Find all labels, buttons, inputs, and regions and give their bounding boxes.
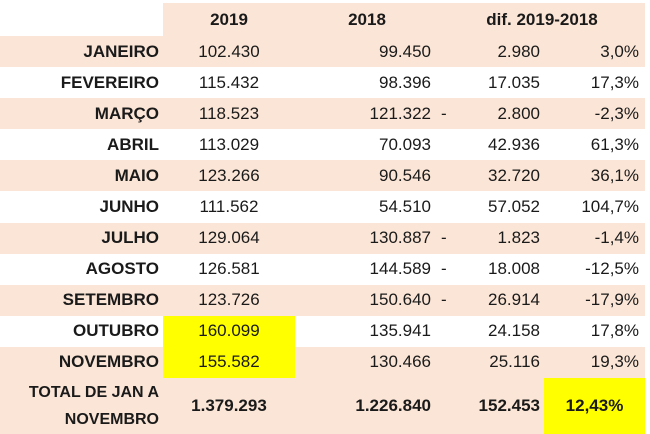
diff-sign-cell bbox=[439, 346, 459, 379]
header-diff: dif. 2019-2018 bbox=[439, 3, 645, 36]
value-2019-cell: 113.029 bbox=[198, 134, 260, 154]
header-blank-cell bbox=[0, 3, 163, 36]
pct-cell: 36,1% bbox=[544, 160, 645, 192]
diff-cell: 18.008 bbox=[488, 259, 540, 279]
monthly-comparison-table: 2019 2018 dif. 2019-2018 JANEIRO 102.430… bbox=[0, 3, 645, 434]
diff-sign-cell: - bbox=[439, 98, 459, 130]
value-2018-cell: 70.093 bbox=[379, 134, 431, 154]
month-cell: OUTUBRO bbox=[73, 321, 159, 341]
diff-cell: 42.936 bbox=[488, 134, 540, 154]
table-row: MAIO 123.266 90.546 32.720 36,1% bbox=[0, 160, 645, 192]
total-row: TOTAL DE JAN A NOVEMBRO 1.379.293 1.226.… bbox=[0, 378, 645, 434]
value-2018-cell: 150.640 bbox=[295, 284, 439, 316]
value-2019-cell: 129.064 bbox=[163, 222, 295, 254]
month-cell: AGOSTO bbox=[85, 259, 159, 279]
pct-cell: 17,8% bbox=[590, 321, 639, 341]
pct-cell: -1,4% bbox=[544, 222, 645, 254]
total-pct-cell-highlighted: 12,43% bbox=[544, 378, 645, 434]
total-2019-cell: 1.379.293 bbox=[163, 378, 295, 434]
value-2018-cell: 135.941 bbox=[369, 321, 431, 341]
diff-sign-cell: - bbox=[441, 259, 447, 279]
value-2018-cell: 98.396 bbox=[379, 72, 431, 92]
total-label-cell: TOTAL DE JAN A NOVEMBRO bbox=[0, 378, 163, 434]
header-row: 2019 2018 dif. 2019-2018 bbox=[0, 3, 645, 36]
diff-cell: 2.980 bbox=[459, 36, 544, 68]
month-cell: MARÇO bbox=[0, 98, 163, 130]
diff-sign-cell bbox=[439, 160, 459, 192]
diff-sign-cell bbox=[439, 36, 459, 68]
diff-sign-cell bbox=[439, 191, 459, 222]
month-cell: ABRIL bbox=[107, 134, 159, 154]
month-cell: FEVEREIRO bbox=[60, 72, 159, 92]
total-sign-cell bbox=[439, 378, 459, 434]
diff-sign-cell: - bbox=[439, 284, 459, 316]
table-row: SETEMBRO 123.726 150.640 - 26.914 -17,9% bbox=[0, 284, 645, 316]
value-2018-cell: 144.589 bbox=[369, 259, 431, 279]
table-row: AGOSTO 126.581 144.589 - 18.008 -12,5% bbox=[0, 254, 645, 285]
table-row: JUNHO 111.562 54.510 57.052 104,7% bbox=[0, 191, 645, 222]
diff-cell: 24.158 bbox=[488, 321, 540, 341]
month-cell: NOVEMBRO bbox=[0, 346, 163, 379]
table-row: OUTUBRO 160.099 135.941 24.158 17,8% bbox=[0, 315, 645, 347]
diff-cell: 32.720 bbox=[459, 160, 544, 192]
value-2019-cell: 118.523 bbox=[163, 98, 295, 130]
value-2019-cell: 126.581 bbox=[198, 259, 260, 279]
pct-cell: -12,5% bbox=[585, 259, 639, 279]
pct-cell: 17,3% bbox=[590, 72, 639, 92]
table-row: ABRIL 113.029 70.093 42.936 61,3% bbox=[0, 129, 645, 160]
month-cell: JULHO bbox=[0, 222, 163, 254]
table-row: FEVEREIRO 115.432 98.396 17.035 17,3% bbox=[0, 67, 645, 98]
month-cell: JUNHO bbox=[99, 197, 159, 217]
value-2018-cell: 130.887 bbox=[295, 222, 439, 254]
value-2019-cell-highlighted: 160.099 bbox=[163, 315, 295, 347]
diff-sign-cell bbox=[439, 67, 459, 98]
month-cell: MAIO bbox=[0, 160, 163, 192]
table-row: JULHO 129.064 130.887 - 1.823 -1,4% bbox=[0, 222, 645, 254]
value-2018-cell: 130.466 bbox=[295, 346, 439, 379]
value-2019-cell-highlighted: 155.582 bbox=[163, 346, 295, 379]
pct-cell: 3,0% bbox=[544, 36, 645, 68]
diff-cell: 17.035 bbox=[488, 72, 540, 92]
header-2019: 2019 bbox=[163, 3, 295, 36]
spreadsheet: 2019 2018 dif. 2019-2018 JANEIRO 102.430… bbox=[0, 3, 645, 434]
table-row: MARÇO 118.523 121.322 - 2.800 -2,3% bbox=[0, 98, 645, 130]
month-cell: JANEIRO bbox=[0, 36, 163, 68]
value-2018-cell: 54.510 bbox=[379, 197, 431, 217]
diff-cell: 2.800 bbox=[459, 98, 544, 130]
total-2018-cell: 1.226.840 bbox=[295, 378, 439, 434]
value-2018-cell: 90.546 bbox=[295, 160, 439, 192]
diff-cell: 26.914 bbox=[459, 284, 544, 316]
value-2018-cell: 121.322 bbox=[295, 98, 439, 130]
diff-cell: 57.052 bbox=[488, 197, 540, 217]
header-2018: 2018 bbox=[295, 3, 439, 36]
value-2019-cell: 102.430 bbox=[163, 36, 295, 68]
pct-cell: 61,3% bbox=[590, 134, 639, 154]
total-diff-cell: 152.453 bbox=[459, 378, 544, 434]
pct-cell: -17,9% bbox=[544, 284, 645, 316]
value-2019-cell: 115.432 bbox=[198, 72, 260, 92]
month-cell: SETEMBRO bbox=[0, 284, 163, 316]
pct-cell: 104,7% bbox=[581, 197, 639, 217]
value-2019-cell: 111.562 bbox=[199, 197, 259, 217]
pct-cell: 19,3% bbox=[544, 346, 645, 379]
value-2019-cell: 123.726 bbox=[163, 284, 295, 316]
table-row: JANEIRO 102.430 99.450 2.980 3,0% bbox=[0, 36, 645, 68]
pct-cell: -2,3% bbox=[544, 98, 645, 130]
diff-cell: 25.116 bbox=[459, 346, 544, 379]
value-2019-cell: 123.266 bbox=[163, 160, 295, 192]
diff-sign-cell: - bbox=[439, 222, 459, 254]
diff-sign-cell bbox=[439, 316, 459, 347]
value-2018-cell: 99.450 bbox=[295, 36, 439, 68]
diff-sign-cell bbox=[439, 129, 459, 160]
diff-cell: 1.823 bbox=[459, 222, 544, 254]
table-row: NOVEMBRO 155.582 130.466 25.116 19,3% bbox=[0, 346, 645, 379]
